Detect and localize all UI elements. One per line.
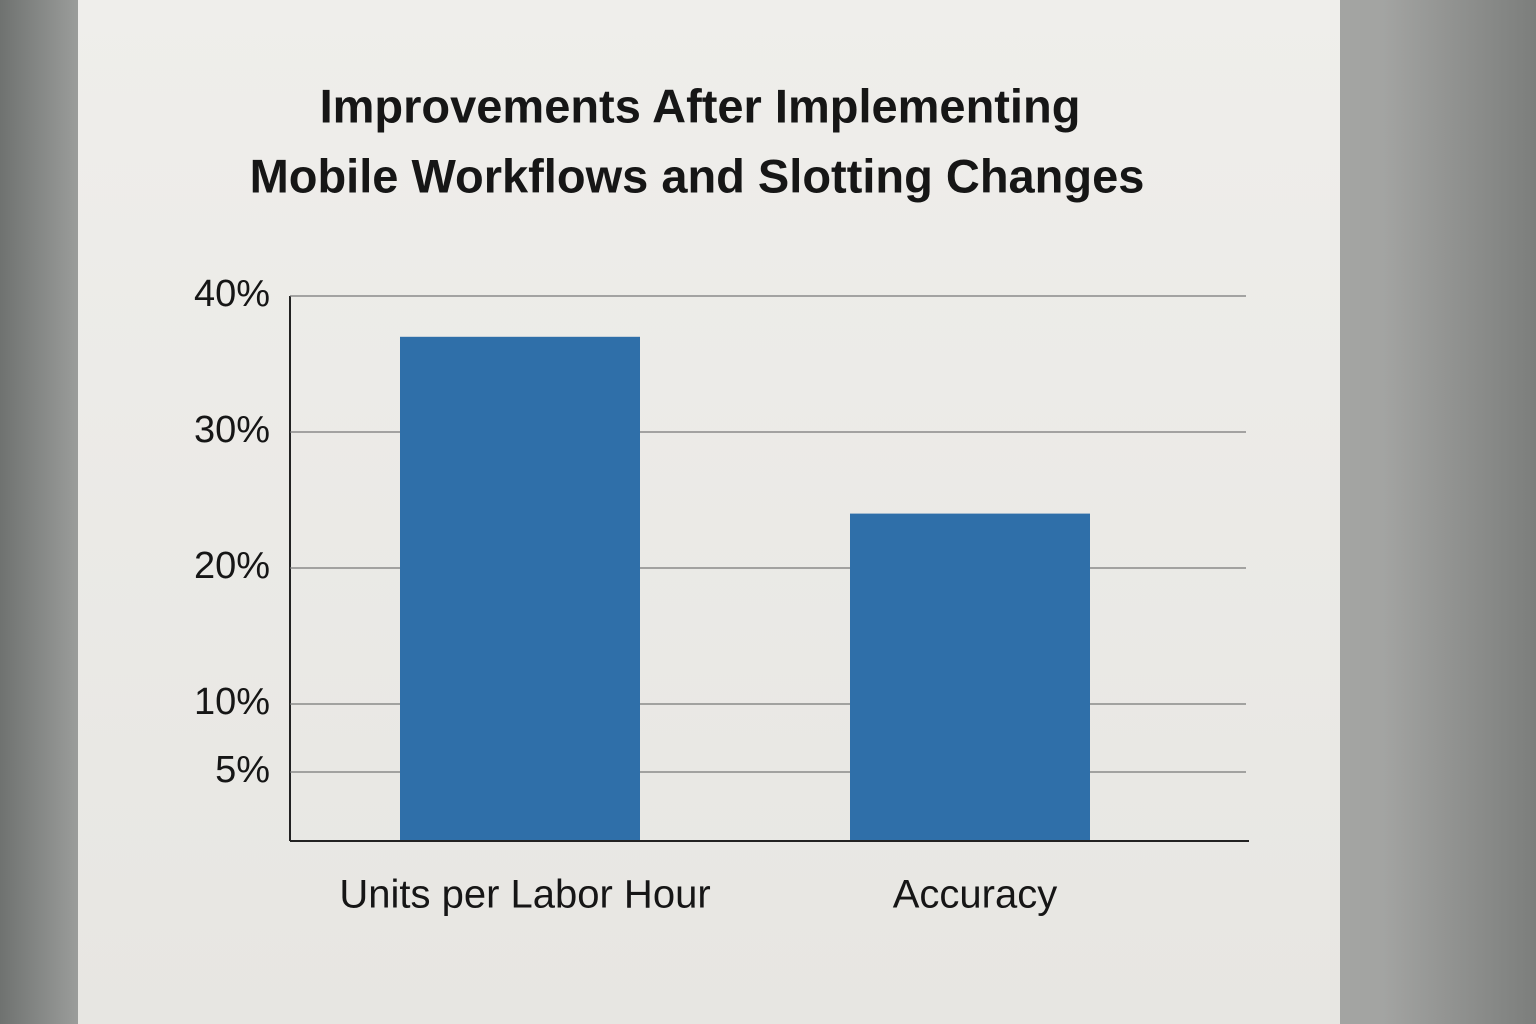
bar — [400, 336, 640, 840]
x-tick-label: Units per Labor Hour — [339, 873, 710, 917]
chart-title: Improvements After Implementing — [320, 79, 1081, 132]
y-tick-label: 5% — [215, 749, 270, 791]
x-tick-label: Accuracy — [893, 873, 1058, 917]
y-tick-label: 10% — [194, 681, 270, 723]
chart-title: Mobile Workflows and Slotting Changes — [250, 149, 1145, 202]
card — [78, 0, 1340, 1024]
y-tick-label: 20% — [194, 545, 270, 587]
bar — [850, 513, 1090, 840]
y-tick-label: 40% — [194, 273, 270, 315]
y-tick-label: 30% — [194, 409, 270, 451]
